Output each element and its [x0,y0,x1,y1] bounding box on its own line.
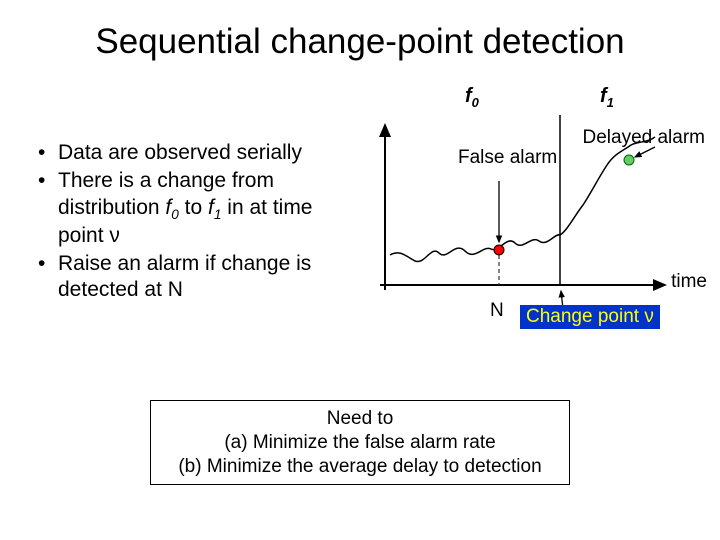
slide-title: Sequential change-point detection [0,22,720,62]
change-point-badge: Change point ν [520,305,660,329]
delayed-alarm-label: Delayed alarm [583,127,706,149]
bullet-3: Raise an alarm if change is detected at … [38,251,363,304]
delayed-alarm-marker [624,155,634,165]
need-line-1: Need to [155,407,565,431]
need-line-3: (b) Minimize the average delay to detect… [155,455,565,479]
chart-svg [365,85,695,335]
f0-label: f0 [465,85,479,110]
bullet-list: Data are observed serially There is a ch… [38,140,363,306]
bullet-2-f0-sub: 0 [171,207,179,222]
bullet-2: There is a change from distribution f0 t… [38,168,363,249]
time-axis-label: time [671,271,707,293]
bullet-3-text: Raise an alarm if change is detected at … [58,252,311,301]
false-alarm-marker [494,245,504,255]
n-label: N [490,300,504,322]
bullet-1-text: Data are observed serially [58,141,302,164]
need-line-2: (a) Minimize the false alarm rate [155,431,565,455]
false-alarm-label: False alarm [458,147,557,169]
bullet-2-mid: to [179,196,208,219]
bullet-1: Data are observed serially [38,140,363,166]
f1-label: f1 [600,85,614,110]
need-box: Need to (a) Minimize the false alarm rat… [150,400,570,485]
chart-region: f0 f1 Delayed alarm False alarm time N C… [365,85,695,325]
